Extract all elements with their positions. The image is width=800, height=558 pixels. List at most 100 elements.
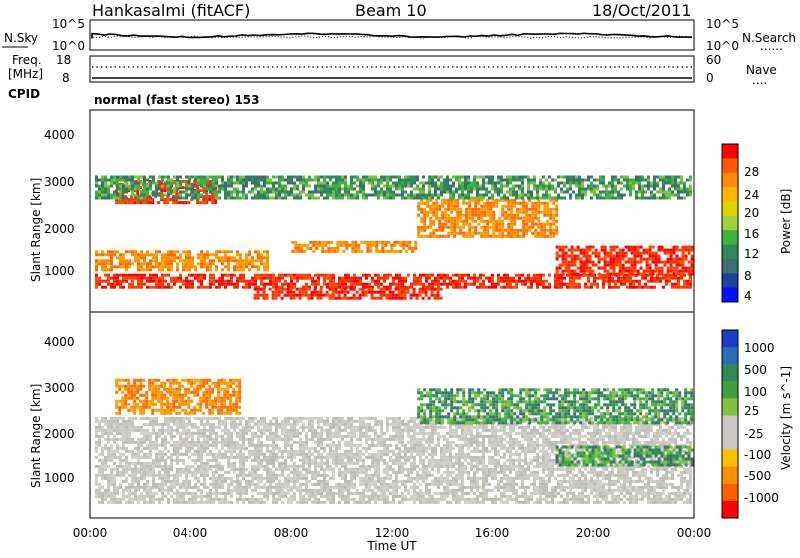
power-data-cell bbox=[641, 277, 644, 280]
power-data-cell bbox=[431, 291, 434, 294]
power-data-cell bbox=[125, 179, 128, 182]
velocity-data-cell bbox=[224, 426, 227, 429]
power-data-cell bbox=[368, 288, 371, 291]
power-data-cell bbox=[173, 182, 176, 185]
power-data-cell bbox=[101, 197, 104, 200]
velocity-data-cell bbox=[254, 417, 257, 420]
velocity-data-cell bbox=[221, 441, 224, 444]
power-data-cell bbox=[254, 188, 257, 191]
power-data-cell bbox=[242, 274, 245, 277]
power-data-cell bbox=[437, 280, 440, 283]
velocity-data-cell bbox=[287, 453, 290, 456]
velocity-data-cell bbox=[185, 453, 188, 456]
power-data-cell bbox=[420, 202, 423, 205]
power-data-cell bbox=[392, 191, 395, 194]
velocity-data-cell bbox=[290, 501, 293, 504]
power-data-cell bbox=[107, 188, 110, 191]
power-data-cell bbox=[658, 246, 661, 249]
power-data-cell bbox=[152, 265, 155, 268]
power-data-cell bbox=[209, 262, 212, 265]
power-data-cell bbox=[152, 286, 155, 289]
velocity-data-cell bbox=[212, 441, 215, 444]
power-data-cell bbox=[188, 194, 191, 197]
velocity-data-cell bbox=[212, 456, 215, 459]
velocity-data-cell bbox=[287, 435, 290, 438]
power-data-cell bbox=[586, 258, 589, 261]
velocity-data-cell bbox=[302, 423, 305, 426]
power-data-cell bbox=[479, 185, 482, 188]
power-data-cell bbox=[324, 241, 327, 244]
velocity-data-cell bbox=[206, 435, 209, 438]
power-data-cell bbox=[590, 185, 593, 188]
power-data-cell bbox=[188, 268, 191, 271]
power-data-cell bbox=[637, 270, 640, 273]
velocity-data-cell bbox=[149, 435, 152, 438]
velocity-data-cell bbox=[212, 474, 215, 477]
power-data-cell bbox=[251, 191, 254, 194]
velocity-data-cell bbox=[128, 474, 131, 477]
power-data-cell bbox=[482, 182, 485, 185]
power-data-cell bbox=[119, 179, 122, 182]
power-data-cell bbox=[353, 197, 356, 200]
velocity-data-cell bbox=[122, 453, 125, 456]
power-data-cell bbox=[332, 280, 335, 283]
power-data-cell bbox=[281, 188, 284, 191]
power-data-cell bbox=[335, 197, 338, 200]
power-data-cell bbox=[227, 250, 230, 253]
velocity-data-cell bbox=[257, 465, 260, 468]
nsky-tick-high: 10^5 bbox=[52, 17, 85, 31]
power-data-cell bbox=[206, 250, 209, 253]
power-data-cell bbox=[248, 268, 251, 271]
power-data-cell bbox=[647, 179, 650, 182]
velocity-data-cell bbox=[146, 492, 149, 495]
power-data-cell bbox=[134, 256, 137, 259]
power-data-cell bbox=[155, 188, 158, 191]
velocity-data-cell bbox=[236, 444, 239, 447]
power-data-cell bbox=[528, 208, 531, 211]
power-data-cell bbox=[110, 179, 113, 182]
power-data-cell bbox=[416, 297, 419, 300]
velocity-data-cell bbox=[230, 477, 233, 480]
power-data-cell bbox=[465, 208, 468, 211]
velocity-data-cell bbox=[188, 456, 191, 459]
power-data-cell bbox=[503, 185, 506, 188]
power-data-cell bbox=[426, 211, 429, 214]
velocity-data-cell bbox=[122, 495, 125, 498]
power-data-cell bbox=[218, 191, 221, 194]
power-data-cell bbox=[308, 297, 311, 300]
power-data-cell bbox=[344, 283, 347, 286]
power-data-cell bbox=[143, 253, 146, 256]
power-data-cell bbox=[386, 294, 389, 297]
velocity-data-cell bbox=[191, 465, 194, 468]
velocity-data-cell bbox=[104, 492, 107, 495]
power-data-cell bbox=[326, 188, 329, 191]
power-data-cell bbox=[266, 274, 269, 277]
velocity-data-cell bbox=[152, 477, 155, 480]
velocity-data-cell bbox=[290, 465, 293, 468]
velocity-data-cell bbox=[278, 489, 281, 492]
velocity-data-cell bbox=[143, 453, 146, 456]
power-data-cell bbox=[548, 185, 551, 188]
power-data-cell bbox=[610, 264, 613, 267]
power-data-cell bbox=[381, 250, 384, 253]
velocity-data-cell bbox=[296, 441, 299, 444]
velocity-data-cell bbox=[104, 495, 107, 498]
power-data-cell bbox=[587, 176, 590, 179]
velocity-data-cell bbox=[164, 468, 167, 471]
velocity-data-cell bbox=[248, 498, 251, 501]
velocity-data-cell bbox=[176, 477, 179, 480]
velocity-data-cell bbox=[269, 438, 272, 441]
power-data-cell bbox=[356, 291, 359, 294]
velocity-data-cell bbox=[104, 477, 107, 480]
velocity-data-cell bbox=[209, 459, 212, 462]
velocity-data-cell bbox=[221, 498, 224, 501]
velocity-data-cell bbox=[155, 498, 158, 501]
velocity-data-cell bbox=[101, 420, 104, 423]
power-data-cell bbox=[434, 182, 437, 185]
power-data-cell bbox=[437, 294, 440, 297]
velocity-data-cell bbox=[170, 459, 173, 462]
power-data-cell bbox=[306, 244, 309, 247]
power-data-cell bbox=[449, 197, 452, 200]
velocity-data-cell bbox=[299, 417, 302, 420]
